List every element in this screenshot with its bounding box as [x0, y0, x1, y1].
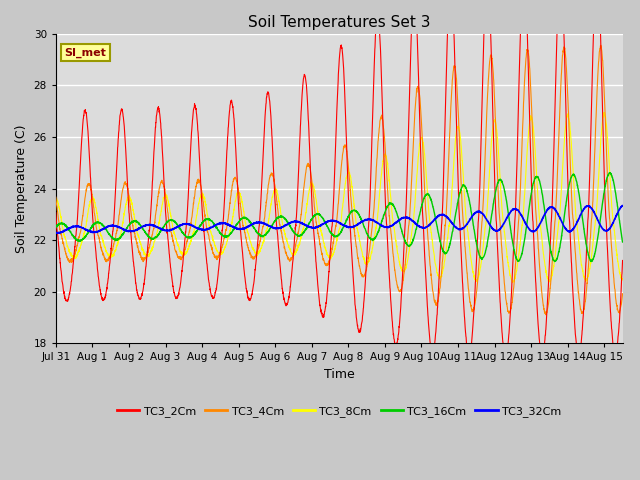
Title: Soil Temperatures Set 3: Soil Temperatures Set 3: [248, 15, 431, 30]
X-axis label: Time: Time: [324, 368, 355, 381]
Text: SI_met: SI_met: [65, 48, 106, 58]
Y-axis label: Soil Temperature (C): Soil Temperature (C): [15, 124, 28, 253]
Legend: TC3_2Cm, TC3_4Cm, TC3_8Cm, TC3_16Cm, TC3_32Cm: TC3_2Cm, TC3_4Cm, TC3_8Cm, TC3_16Cm, TC3…: [113, 401, 566, 421]
